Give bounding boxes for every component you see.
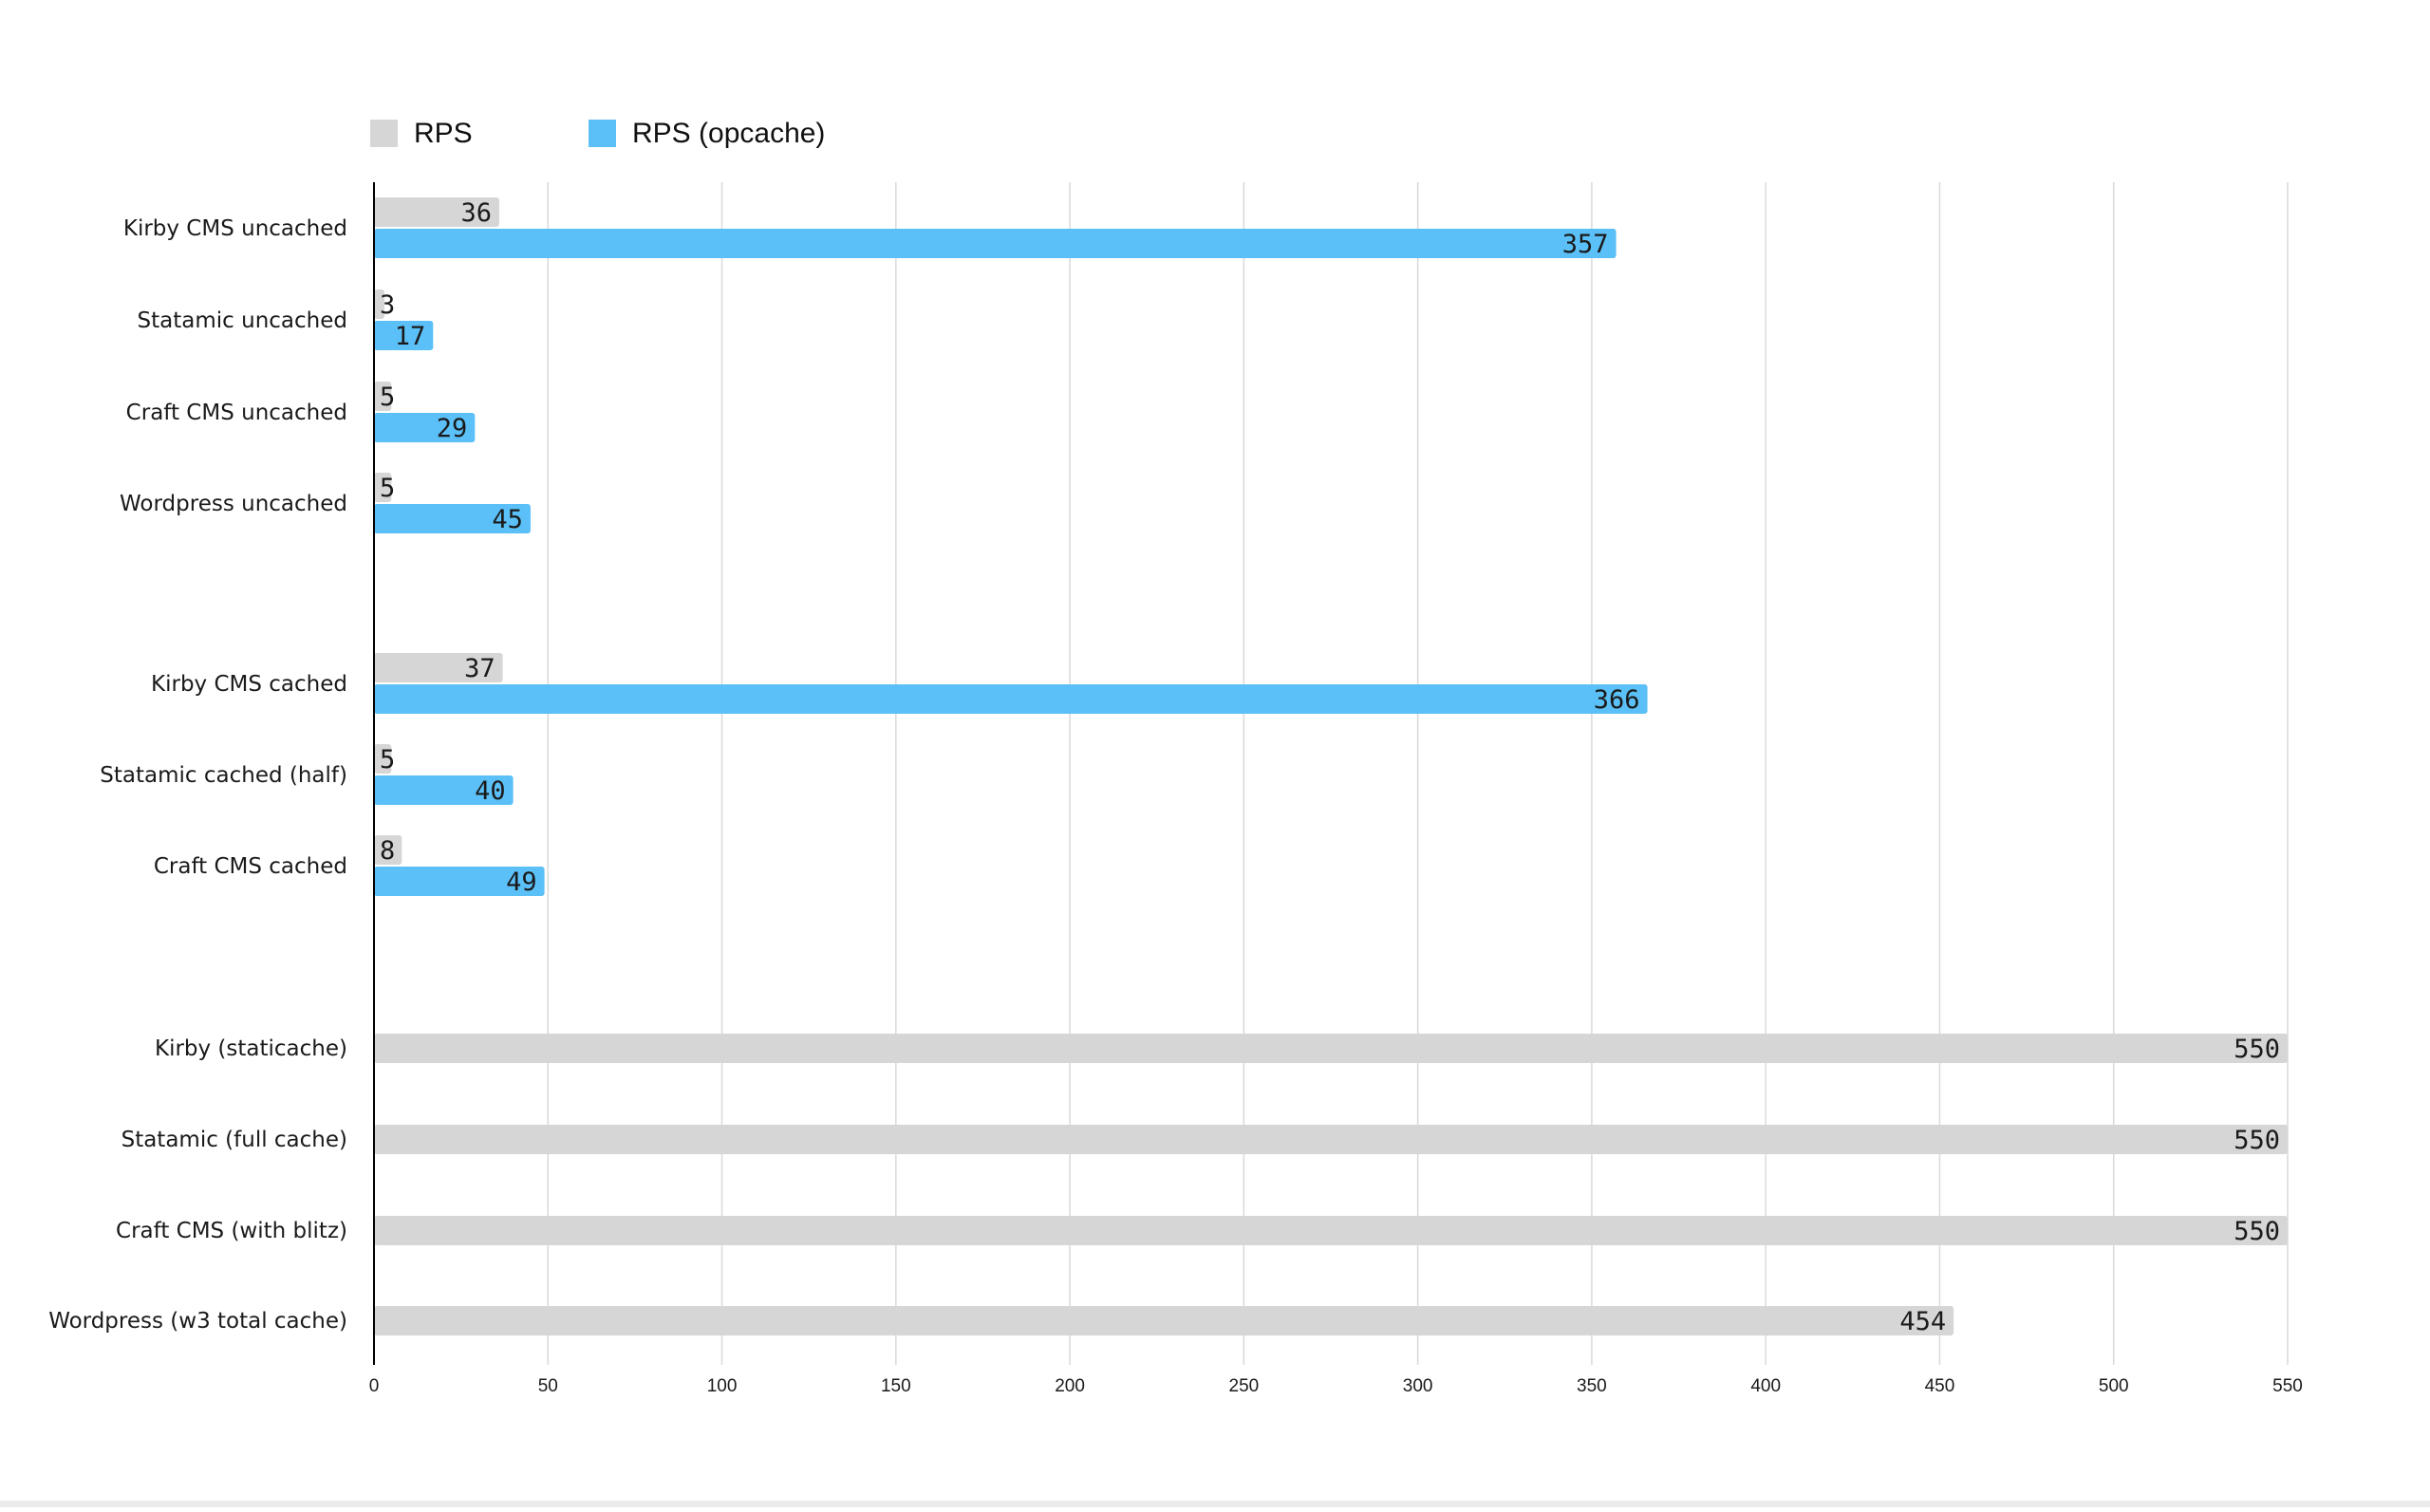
tick-label-150: 150 [881,1376,911,1396]
category-label-6: Craft CMS cached [154,854,347,879]
bar-cat-2-series-1 [374,413,476,442]
tick-label-0: 0 [369,1376,380,1396]
legend-swatch-1 [589,120,616,147]
legend-swatch-0 [370,120,398,147]
value-label-cat-6-series-1: 49 [506,868,537,897]
category-label-8: Statamic (full cache) [122,1128,347,1152]
bar-cat-7-series-0 [374,1034,2288,1063]
tick-label-200: 200 [1055,1376,1085,1396]
value-label-cat-1-series-1: 17 [395,322,426,351]
bar-cat-6-series-0 [374,835,402,865]
value-label-cat-10-series-0: 454 [1899,1307,1946,1336]
tick-label-350: 350 [1577,1376,1607,1396]
tick-label-500: 500 [2099,1376,2129,1396]
value-label-cat-0-series-1: 357 [1562,230,1609,259]
bar-cat-0-series-1 [374,229,1617,258]
bar-cat-2-series-0 [374,382,392,411]
bar-cat-3-series-0 [374,473,392,502]
value-label-cat-2-series-1: 29 [437,414,468,443]
category-label-10: Wordpress (w3 total cache) [48,1309,347,1334]
value-label-cat-7-series-0: 550 [2234,1035,2280,1064]
category-label-3: Wordpress uncached [120,492,347,516]
legend: RPS RPS (opcache) [370,118,825,149]
value-label-cat-2-series-0: 5 [380,383,395,412]
bar-cat-0-series-0 [374,197,499,227]
bar-cat-8-series-0 [374,1125,2288,1154]
footer-divider [0,1501,2430,1507]
bar-cat-1-series-1 [374,321,434,350]
category-label-7: Kirby (staticache) [155,1036,347,1061]
bar-cat-4-series-0 [374,653,503,682]
tick-label-250: 250 [1229,1376,1260,1396]
value-label-cat-1-series-0: 3 [380,290,395,320]
tick-label-450: 450 [1925,1376,1955,1396]
tick-label-400: 400 [1750,1376,1781,1396]
bar-cat-5-series-1 [374,775,514,805]
tick-label-100: 100 [707,1376,738,1396]
bars: 36 357 317 5 29 5 45 37 366 5 40 8 49 550 550 550 454 [374,197,2288,1336]
value-label-cat-5-series-0: 5 [380,745,395,775]
value-label-cat-4-series-0: 37 [464,654,495,683]
bar-cat-9-series-0 [374,1216,2288,1245]
category-label-4: Kirby CMS cached [151,672,347,697]
bar-cat-6-series-1 [374,867,545,896]
bar-cat-10-series-0 [374,1306,1954,1335]
tick-label-550: 550 [2272,1376,2303,1396]
bar-cat-3-series-1 [374,504,531,533]
bar-cat-4-series-1 [374,684,1648,714]
value-label-cat-0-series-0: 36 [460,198,492,228]
category-label-0: Kirby CMS uncached [123,216,347,241]
legend-label-0: RPS [414,118,473,149]
tick-label-300: 300 [1403,1376,1433,1396]
bar-cat-5-series-0 [374,744,392,774]
value-label-cat-3-series-0: 5 [380,474,395,503]
category-label-9: Craft CMS (with blitz) [116,1219,347,1243]
value-label-cat-9-series-0: 550 [2234,1217,2280,1246]
axes: 0 50 100 150 200 250 300 350 400 450 500 550 Kirby C… [48,182,2303,1396]
legend-label-1: RPS (opcache) [632,118,825,149]
category-label-2: Craft CMS uncached [126,401,347,425]
value-label-cat-8-series-0: 550 [2234,1126,2280,1155]
bar-cat-1-series-0 [374,289,384,319]
category-label-1: Statamic uncached [138,308,347,333]
value-label-cat-3-series-1: 45 [492,505,523,534]
category-label-5: Statamic cached (half) [100,763,347,788]
value-label-cat-5-series-1: 40 [475,776,506,806]
value-label-cat-4-series-1: 366 [1594,685,1640,715]
tick-label-50: 50 [538,1376,558,1396]
value-label-cat-6-series-0: 8 [380,836,395,866]
gridlines [547,182,2289,1365]
